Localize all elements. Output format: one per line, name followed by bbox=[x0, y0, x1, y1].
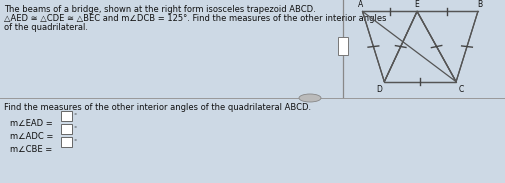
Bar bbox=[337, 37, 347, 55]
Text: △AED ≅ △CDE ≅ △BEC and m∠DCB = 125°. Find the measures of the other interior ang: △AED ≅ △CDE ≅ △BEC and m∠DCB = 125°. Fin… bbox=[4, 14, 386, 23]
Text: C: C bbox=[457, 85, 463, 94]
Text: °: ° bbox=[73, 139, 76, 144]
Text: The beams of a bridge, shown at the right form isosceles trapezoid ABCD.: The beams of a bridge, shown at the righ… bbox=[4, 5, 315, 14]
FancyBboxPatch shape bbox=[62, 137, 72, 147]
FancyBboxPatch shape bbox=[62, 111, 72, 120]
Text: °: ° bbox=[73, 113, 76, 118]
Text: of the quadrilateral.: of the quadrilateral. bbox=[4, 23, 88, 32]
Text: Find the measures of the other interior angles of the quadrilateral ABCD.: Find the measures of the other interior … bbox=[4, 103, 311, 112]
Text: E: E bbox=[414, 0, 419, 9]
Text: A: A bbox=[358, 0, 363, 9]
FancyBboxPatch shape bbox=[62, 124, 72, 134]
Text: m∠EAD =: m∠EAD = bbox=[10, 119, 55, 128]
Text: m∠ADC =: m∠ADC = bbox=[10, 132, 56, 141]
Text: °: ° bbox=[73, 126, 76, 131]
Text: D: D bbox=[376, 85, 382, 94]
Text: B: B bbox=[476, 0, 481, 9]
Ellipse shape bbox=[298, 94, 320, 102]
Text: m∠CBE =: m∠CBE = bbox=[10, 145, 55, 154]
